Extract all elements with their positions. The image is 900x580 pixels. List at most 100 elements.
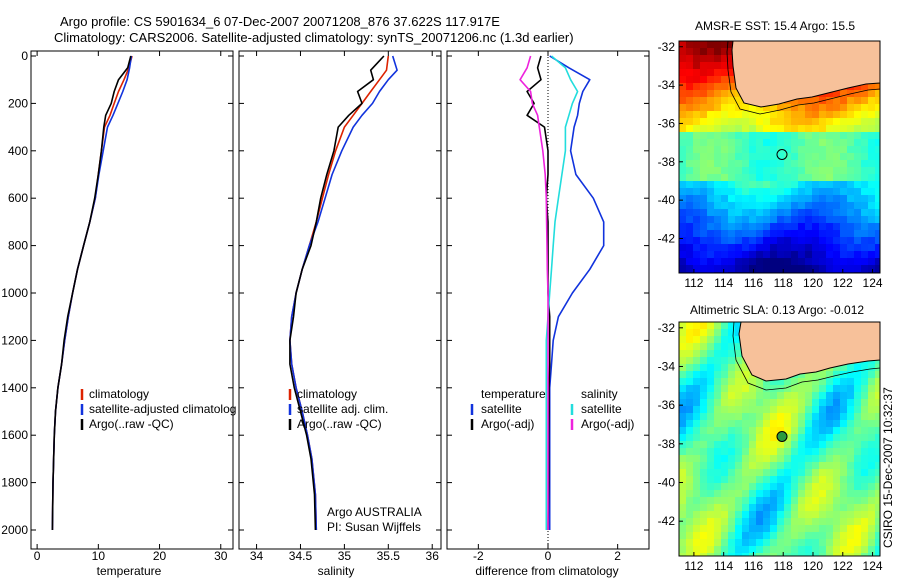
heatmap-cell [847,448,855,456]
heatmap-cell [805,371,813,379]
heatmap-cell [868,525,876,533]
heatmap-cell [812,118,820,126]
heatmap-cell [812,413,820,421]
heatmap-cell [707,258,715,266]
heatmap-cell [875,139,880,147]
heatmap-cell [735,139,743,147]
heatmap-cell [749,406,757,414]
heatmap-cell [707,350,715,358]
heatmap-cell [756,216,764,224]
heatmap-cell [686,41,694,49]
heatmap-cell [756,202,764,210]
heatmap-cell [728,539,736,547]
heatmap-cell [861,209,869,217]
heatmap-cell [840,153,848,161]
heatmap-cell [735,336,743,344]
heatmap-cell [826,174,834,182]
heatmap-cell [854,448,862,456]
heatmap-cell [763,413,771,421]
heatmap-cell [861,406,869,414]
heatmap-cell [714,455,722,463]
heatmap-cell [756,420,764,428]
heatmap-cell [728,385,736,393]
heatmap-cell [714,378,722,386]
heatmap-cell [812,511,820,519]
heatmap-cell [847,511,855,519]
heatmap-cell [798,469,806,477]
heatmap-cell [840,497,848,505]
heatmap-cell [686,258,694,266]
heatmap-cell [777,118,785,126]
heatmap-cell [847,216,855,224]
heatmap-cell [826,392,834,400]
heatmap-cell [805,139,813,147]
heatmap-cell [700,322,708,330]
heatmap-cell [721,55,729,63]
heatmap-cell [875,553,880,556]
heatmap-cell [777,153,785,161]
heatmap-cell [840,174,848,182]
heatmap-cell [805,188,813,196]
heatmap-cell [805,125,813,133]
heatmap-cell [714,525,722,533]
heatmap-cell [735,413,743,421]
heatmap-cell [847,546,855,554]
heatmap-cell [749,111,757,119]
heatmap-cell [875,434,880,442]
heatmap-cell [686,350,694,358]
heatmap-cell [700,160,708,168]
heatmap-cell [875,518,880,526]
heatmap-cell [707,511,715,519]
heatmap-cell [847,223,855,231]
heatmap-cell [840,167,848,175]
heatmap-cell [812,230,820,238]
heatmap-cell [756,546,764,554]
heatmap-cell [784,167,792,175]
heatmap-cell [868,223,876,231]
heatmap-cell [728,427,736,435]
heatmap-cell [840,525,848,533]
heatmap-cell [854,483,862,491]
heatmap-cell [805,251,813,259]
heatmap-cell [840,427,848,435]
heatmap-cell [749,392,757,400]
heatmap-cell [833,132,841,140]
heatmap-cell [686,371,694,379]
heatmap-cell [721,97,729,105]
heatmap-cell [840,118,848,126]
heatmap-cell [826,427,834,435]
heatmap-cell [840,539,848,547]
heatmap-cell [735,160,743,168]
heatmap-cell [791,181,799,189]
heatmap-cell [798,216,806,224]
heatmap-cell [707,167,715,175]
heatmap-cell [777,469,785,477]
heatmap-cell [679,511,687,519]
heatmap-cell [791,434,799,442]
heatmap-cell [791,532,799,540]
heatmap-cell [700,525,708,533]
heatmap-cell [854,546,862,554]
heatmap-cell [784,385,792,393]
heatmap-cell [735,406,743,414]
heatmap-cell [756,539,764,547]
heatmap-cell [868,153,876,161]
sla-longitude-axis: 112 114 116 118 120 122 124 [684,552,883,573]
heatmap-cell [749,469,757,477]
heatmap-cell [854,167,862,175]
heatmap-cell [826,223,834,231]
heatmap-cell [728,504,736,512]
heatmap-cell [791,462,799,470]
sst-map-panel: AMSR-E SST: 15.4 Argo: 15.5 112 114 116 118… [658,19,883,290]
heatmap-cell [679,448,687,456]
heatmap-cell [693,167,701,175]
heatmap-cell [693,364,701,372]
heatmap-cell [679,258,687,266]
heatmap-cell [693,350,701,358]
heatmap-cell [784,399,792,407]
heatmap-cell [819,371,827,379]
heatmap-cell [742,455,750,463]
heatmap-cell [784,146,792,154]
heatmap-cell [861,385,869,393]
heatmap-cell [756,230,764,238]
